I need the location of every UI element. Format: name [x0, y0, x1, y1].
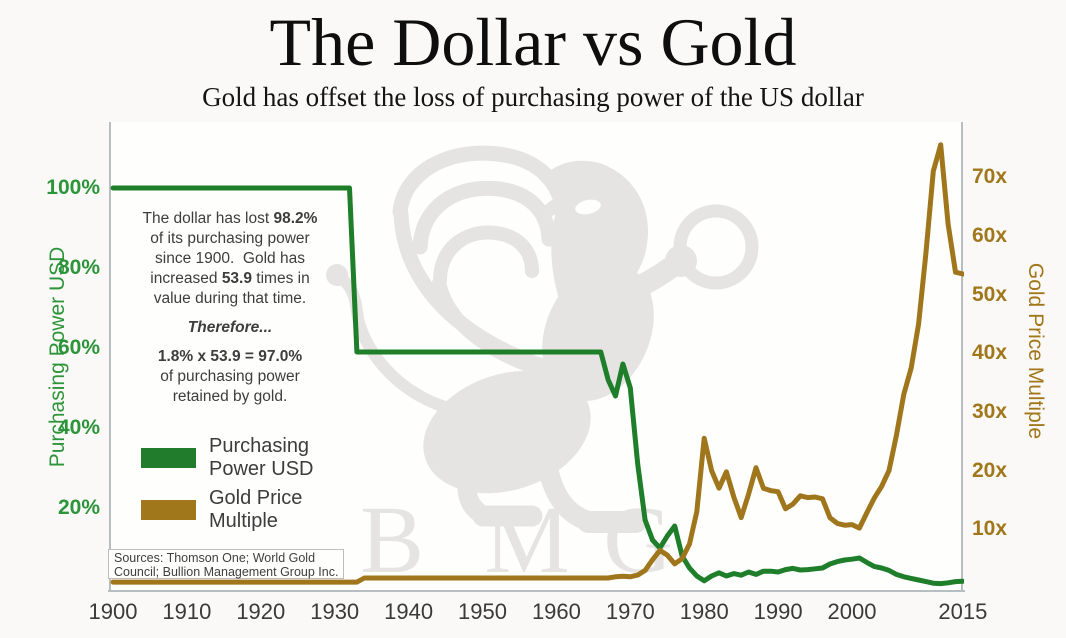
- svg-text:M: M: [484, 486, 569, 593]
- tick-right: 30x: [972, 399, 1008, 423]
- legend: Purchasing Power USD Gold Price Multiple: [141, 432, 313, 536]
- legend-label: Gold Price Multiple: [209, 487, 303, 532]
- tick-left: 80%: [57, 256, 100, 279]
- annotation-line: increased 53.9 times in: [150, 270, 310, 287]
- series-line-gold: [110, 142, 964, 585]
- tick-x: 2000: [827, 599, 877, 624]
- legend-label: Purchasing Power USD: [209, 435, 314, 480]
- griffin-ring: [673, 204, 759, 290]
- tick-x: 1920: [236, 599, 286, 624]
- tick-x: 2015: [938, 599, 988, 624]
- legend-item: Gold Price Multiple: [141, 484, 313, 536]
- right-axis-line: [961, 122, 963, 592]
- tick-left: 40%: [57, 416, 100, 439]
- legend-swatch-gold: [141, 500, 196, 520]
- tick-x: 1930: [310, 599, 360, 624]
- tick-x: 1950: [458, 599, 507, 624]
- tick-x: 1910: [162, 599, 212, 624]
- tick-x: 1970: [605, 599, 655, 624]
- tick-x: 1990: [753, 599, 803, 624]
- legend-swatch-usd: [141, 448, 196, 468]
- svg-text:B: B: [360, 486, 424, 593]
- bottom-axis-line: [108, 590, 965, 592]
- annotation-line: 1.8% x 53.9 = 97.0%: [157, 348, 303, 365]
- tick-x: 1960: [531, 599, 581, 624]
- tick-right: 60x: [972, 223, 1008, 247]
- tick-x: 1980: [679, 599, 729, 624]
- tick-right: 20x: [972, 458, 1008, 482]
- annotation-line: of purchasing power: [160, 368, 300, 385]
- annotation-line: Therefore...: [187, 319, 273, 336]
- series-line-usd: [110, 185, 964, 587]
- watermark-letters: B M G: [360, 486, 673, 593]
- annotation-line: The dollar has lost 98.2%: [142, 210, 318, 227]
- tick-x: 1900: [88, 599, 138, 624]
- left-axis-line: [109, 122, 111, 592]
- tick-x: 1940: [384, 599, 434, 624]
- tick-right: 40x: [972, 341, 1008, 365]
- tick-left: 20%: [57, 496, 100, 519]
- page-title: The Dollar vs Gold: [269, 4, 797, 80]
- tick-left: 60%: [57, 336, 100, 359]
- annotation-line: value during that time.: [153, 290, 307, 307]
- annotation-line: since 1900. Gold has: [155, 250, 305, 267]
- annotation-line: of its purchasing power: [150, 230, 310, 247]
- tick-right: 10x: [972, 517, 1008, 541]
- griffin-eye: [575, 199, 601, 215]
- annotation-box: The dollar has lost 98.2% of its purchasi…: [124, 209, 336, 407]
- legend-item: Purchasing Power USD: [141, 432, 313, 484]
- tick-right: 50x: [972, 282, 1008, 306]
- tick-left: 100%: [46, 176, 100, 199]
- tick-right: 70x: [972, 165, 1008, 189]
- annotation-line: retained by gold.: [172, 388, 288, 405]
- page-subtitle: Gold has offset the loss of purchasing p…: [202, 82, 864, 112]
- sources-note: Sources: Thomson One; World Gold Council…: [108, 549, 344, 579]
